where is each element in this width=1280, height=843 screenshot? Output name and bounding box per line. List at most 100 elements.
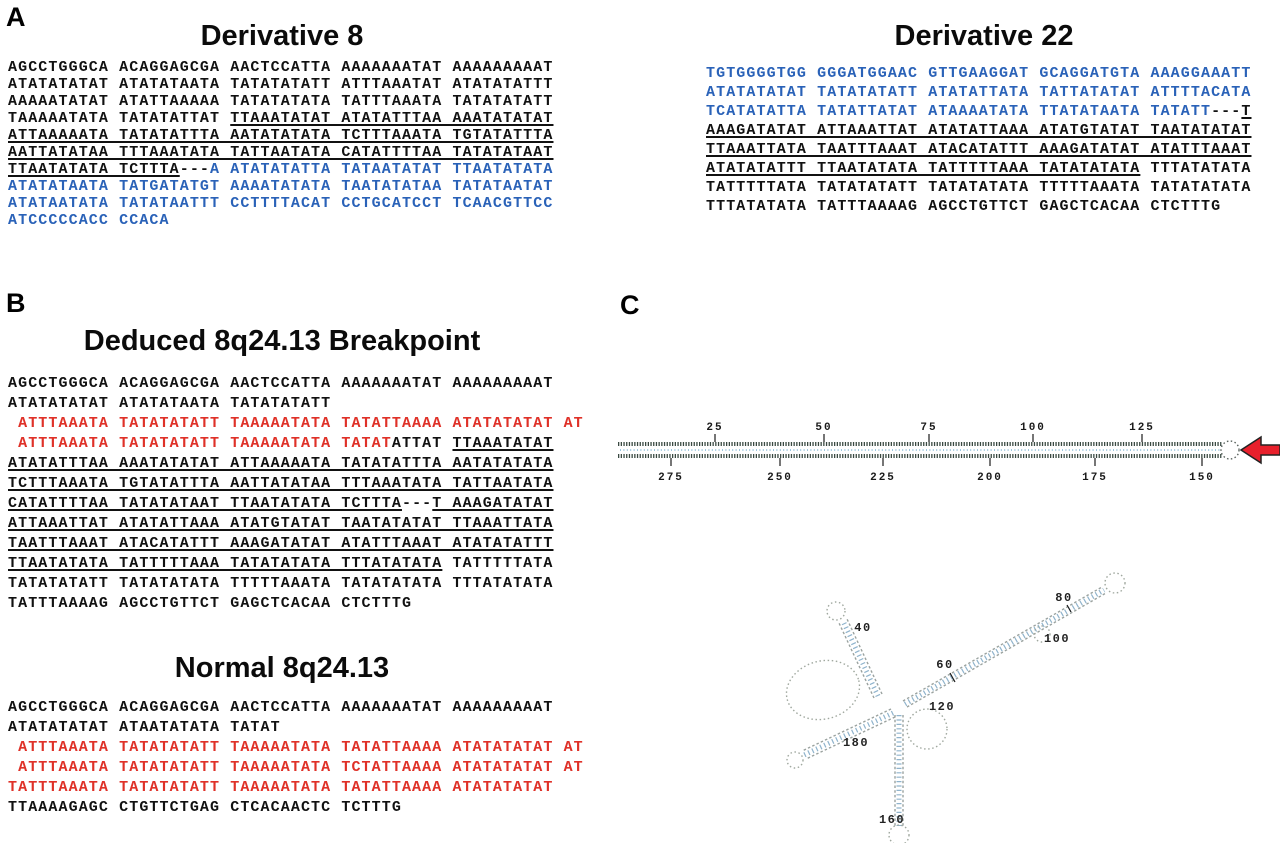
sequence-segment: ATATAATATA TATATAATTT CCTTTTACAT CCTGCAT… <box>8 195 554 212</box>
sequence-segment: TATTTTTATA <box>442 555 554 572</box>
sequence-segment: AATTATATAA TTTAAATATA TATTAATATA CATATTT… <box>8 144 554 161</box>
normal-title: Normal 8q24.13 <box>174 652 390 684</box>
stem-180-rail <box>801 708 892 752</box>
sequence-line: AAAGATATAT ATTAAATTAT ATATATTAAA ATATGTA… <box>706 121 1280 140</box>
position-label: 180 <box>843 736 869 750</box>
sequence-line: TTAAATTATA TAATTTAAAT ATACATATTT AAAGATA… <box>706 140 1280 159</box>
bottom-position-ticks: 275 250 225 200 175 150 <box>658 458 1215 484</box>
sequence-line: TATTTAAAAG AGCCTGTTCT GAGCTCACAA CTCTTTG <box>8 594 608 614</box>
derivative8-title: Derivative 8 <box>200 20 364 52</box>
sequence-line: ATTTAAATA TATATATATT TAAAAATATA TCTATTAA… <box>8 758 608 778</box>
sequence-segment: TTAAATATAT <box>452 435 554 452</box>
position-label: 150 <box>1189 472 1215 484</box>
sequence-line: AGCCTGGGCA ACAGGAGCGA AACTCCATTA AAAAAAA… <box>8 374 608 394</box>
sequence-segment: TATTTTTATA TATATATATT TATATATATA TTTTTAA… <box>706 179 1252 196</box>
sequence-segment: TTTATATATA TATTTAAAAG AGCCTGTTCT GAGCTCA… <box>706 198 1222 215</box>
hairpin-loop-40 <box>826 601 846 621</box>
sequence-line: ATATATATAT ATAATATATA TATAT <box>8 718 608 738</box>
sequence-line: ATATATATAT ATATATAATA TATATATATT <box>8 394 608 414</box>
sequence-line: ATTAAAAATA TATATATTTA AATATATATA TCTTTAA… <box>8 127 568 144</box>
sequence-line: AATTATATAA TTTAAATATA TATTAATATA CATATTT… <box>8 144 568 161</box>
position-label: 125 <box>1129 422 1155 434</box>
position-label: 175 <box>1082 472 1108 484</box>
sequence-segment: ATTTAAATA TATATATATT TAAAAATATA TATATTAA… <box>8 415 584 432</box>
position-label: 160 <box>879 813 905 827</box>
hairpin-end-loop <box>1220 440 1240 460</box>
panel-a-label: A <box>6 2 26 32</box>
tick-80 <box>1066 604 1072 613</box>
sequence-line: TATTTTTATA TATATATATT TATATATATA TTTTTAA… <box>706 178 1280 197</box>
sequence-segment: AGCCTGGGCA ACAGGAGCGA AACTCCATTA AAAAAAA… <box>8 59 554 76</box>
sequence-line: ATATATATTT TTAATATATA TATTTTTAAA TATATAT… <box>706 159 1280 178</box>
stem-180-rungs <box>802 710 895 758</box>
sequence-line: AGCCTGGGCA ACAGGAGCGA AACTCCATTA AAAAAAA… <box>8 59 568 76</box>
deduced-sequence: AGCCTGGGCA ACAGGAGCGA AACTCCATTA AAAAAAA… <box>8 374 608 614</box>
sequence-line: TTAATATATA TCTTTA---A ATATATATTA TATAATA… <box>8 161 568 178</box>
sequence-segment: AAAAATATAT ATATTAAAAA TATATATATA TATTTAA… <box>8 93 554 110</box>
sequence-line: ATTTAAATA TATATATATT TAAAAATATA TATATTAA… <box>8 414 608 434</box>
breakpoint-arrow-icon <box>1239 435 1280 465</box>
sequence-segment: ATATATATAT ATAATATATA TATAT <box>8 719 281 736</box>
sequence-segment: AAAGATATAT ATTAAATTAT ATATATTAAA ATATGTA… <box>706 122 1252 139</box>
sequence-line: TAATTTAAAT ATACATATTT AAAGATATAT ATATTTA… <box>8 534 608 554</box>
fold-position-labels: 40 60 80 100 120 180 160 <box>843 591 1071 827</box>
derivative8-sequence: AGCCTGGGCA ACAGGAGCGA AACTCCATTA AAAAAAA… <box>8 59 568 229</box>
hairpin-loop-160 <box>888 824 910 843</box>
derivative22-sequence: TGTGGGGTGG GGGATGGAAC GTTGAAGGAT GCAGGAT… <box>706 64 1280 216</box>
sequence-line: ATATAATATA TATATAATTT CCTTTTACAT CCTGCAT… <box>8 195 568 212</box>
stem-40-rungs <box>840 619 881 698</box>
stem-60-rail <box>906 592 1107 708</box>
position-label: 60 <box>936 658 953 672</box>
sequence-segment: TAATTTAAAT ATACATATTT AAAGATATAT ATATTTA… <box>8 535 554 552</box>
sequence-segment: ATTAAATTAT ATATATTAAA ATATGTATAT TAATATA… <box>8 515 554 532</box>
sequence-line: TATATATATT TATATATATA TTTTTAAATA TATATAT… <box>8 574 608 594</box>
position-label: 275 <box>658 472 684 484</box>
sequence-segment: TATATATATT TATATATATA TTTTTAAATA TATATAT… <box>8 575 554 592</box>
sequence-segment: ATATATATAT ATATATAATA TATATATATT ATTTAAA… <box>8 76 554 93</box>
sequence-line: ATTTAAATA TATATATATT TAAAAATATA TATATTAA… <box>8 738 608 758</box>
hairpin-loop-180 <box>786 751 804 769</box>
sequence-segment: TTAAATTATA TAATTTAAAT ATACATATTT AAAGATA… <box>706 141 1252 158</box>
position-label: 100 <box>1020 422 1046 434</box>
sequence-segment: TCTTTAAATA TGTATATTTA AATTATATAA TTTAAAT… <box>8 475 554 492</box>
sequence-line: TTAAAAGAGC CTGTTCTGAG CTCACAACTC TCTTTG <box>8 798 608 818</box>
sequence-segment: TATTTAAATA TATATATATT TAAAAATATA TATATTA… <box>8 779 554 796</box>
position-label: 250 <box>767 472 793 484</box>
position-label: 25 <box>706 422 723 434</box>
panel-c-label: C <box>620 290 640 320</box>
position-label: 75 <box>920 422 937 434</box>
sequence-segment: --- <box>1211 103 1242 120</box>
sequence-segment: AGCCTGGGCA ACAGGAGCGA AACTCCATTA AAAAAAA… <box>8 375 554 392</box>
sequence-line: TCTTTAAATA TGTATATTTA AATTATATAA TTTAAAT… <box>8 474 608 494</box>
position-label: 200 <box>977 472 1003 484</box>
stem-60-rail <box>902 586 1103 702</box>
position-label: 50 <box>815 422 832 434</box>
position-label: 120 <box>929 700 955 714</box>
sequence-segment: ATATATAATA TATGATATGT AAAATATATA TAATATA… <box>8 178 554 195</box>
tick-60 <box>949 672 956 683</box>
sequence-segment: T <box>1241 103 1252 120</box>
derivative22-title: Derivative 22 <box>894 20 1074 52</box>
sequence-segment: CATATTTTAA TATATATAAT TTAATATATA TCTTTA <box>8 495 402 512</box>
folded-secondary-structure: 40 60 80 100 120 180 160 <box>785 572 1126 843</box>
linear-hairpin-diagram: 25 50 75 100 125 275 250 225 200 175 150 <box>618 422 1280 484</box>
sequence-segment: T AAAGATATAT <box>432 495 554 512</box>
sequence-line: TTTATATATA TATTTAAAAG AGCCTGTTCT GAGCTCA… <box>706 197 1280 216</box>
stem-180-rail <box>805 716 896 760</box>
stem-60-rungs <box>903 587 1106 707</box>
sequence-segment: TATTTAAAAG AGCCTGTTCT GAGCTCACAA CTCTTTG <box>8 595 413 612</box>
sequence-line: TTAATATATA TATTTTTAAA TATATATATA TTTATAT… <box>8 554 608 574</box>
large-interior-loop <box>785 659 861 721</box>
sequence-segment: --- <box>179 161 211 178</box>
sequence-segment: ATTTAAATA TATATATATT TAAAAATATA TATAT <box>8 435 392 452</box>
sequence-segment: TTAATATATA TATTTTTAAA TATATATATA TTTATAT… <box>8 555 443 572</box>
rna-structure-figure: 25 50 75 100 125 275 250 225 200 175 150 40 60 80 10… <box>618 422 1280 843</box>
sequence-segment: A ATATATATTA TATAATATAT TTAATATATA <box>210 161 554 178</box>
sequence-segment: ATTTAAATA TATATATATT TAAAAATATA TCTATTAA… <box>8 759 584 776</box>
bulge-loop-100 <box>1033 625 1051 643</box>
sequence-line: ATATATAATA TATGATATGT AAAATATATA TAATATA… <box>8 178 568 195</box>
panel-b-label: B <box>6 288 26 318</box>
sequence-line: ATATATTTAA AAATATATAT ATTAAAAATA TATATAT… <box>8 454 608 474</box>
sequence-segment: ATTAAAAATA TATATATTTA AATATATATA TCTTTAA… <box>8 127 554 144</box>
